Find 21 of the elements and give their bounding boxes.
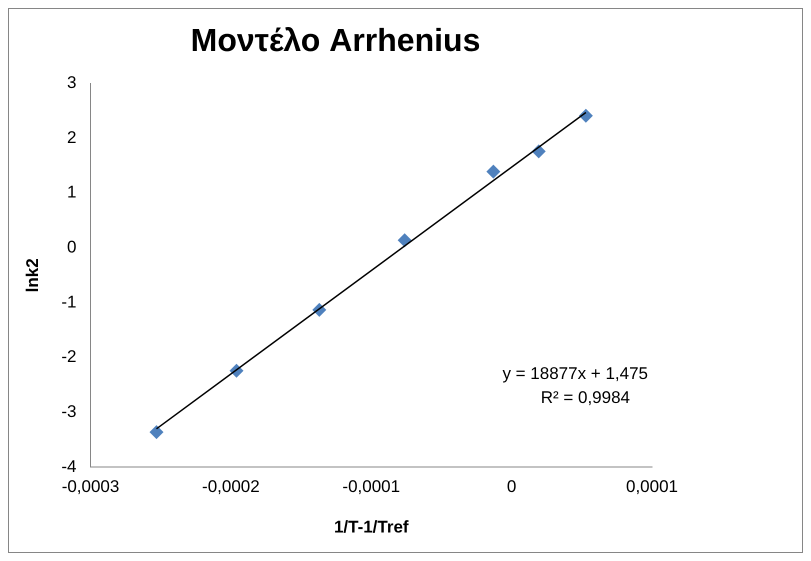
y-tick-label: -3 <box>61 402 77 422</box>
x-tick-label: -0,0003 <box>62 477 120 496</box>
x-tick-label: -0,0001 <box>342 477 400 496</box>
x-tick-label: 0 <box>506 477 516 496</box>
y-tick-label: -1 <box>61 292 77 312</box>
annotation: R² = 0,9984 <box>540 388 630 407</box>
y-tick-label: 0 <box>67 238 77 257</box>
x-axis-title: 1/T-1/Tref <box>334 517 409 536</box>
point <box>486 164 500 179</box>
x-tick-label: 0,0001 <box>626 477 678 496</box>
y-tick-label: -4 <box>61 456 77 476</box>
chart-title: Μοντέλο Arrhenius <box>190 22 480 58</box>
y-tick-label: -2 <box>61 347 77 366</box>
y-tick-label: 1 <box>67 182 77 202</box>
y-tick-label: 3 <box>67 73 77 92</box>
annotation: y = 18877x + 1,475 <box>502 364 648 383</box>
y-axis-title: lnk2 <box>22 258 42 292</box>
y-tick-label: 2 <box>67 128 77 147</box>
point <box>398 233 412 248</box>
point <box>149 425 164 440</box>
x-tick-label: -0,0002 <box>202 477 260 496</box>
